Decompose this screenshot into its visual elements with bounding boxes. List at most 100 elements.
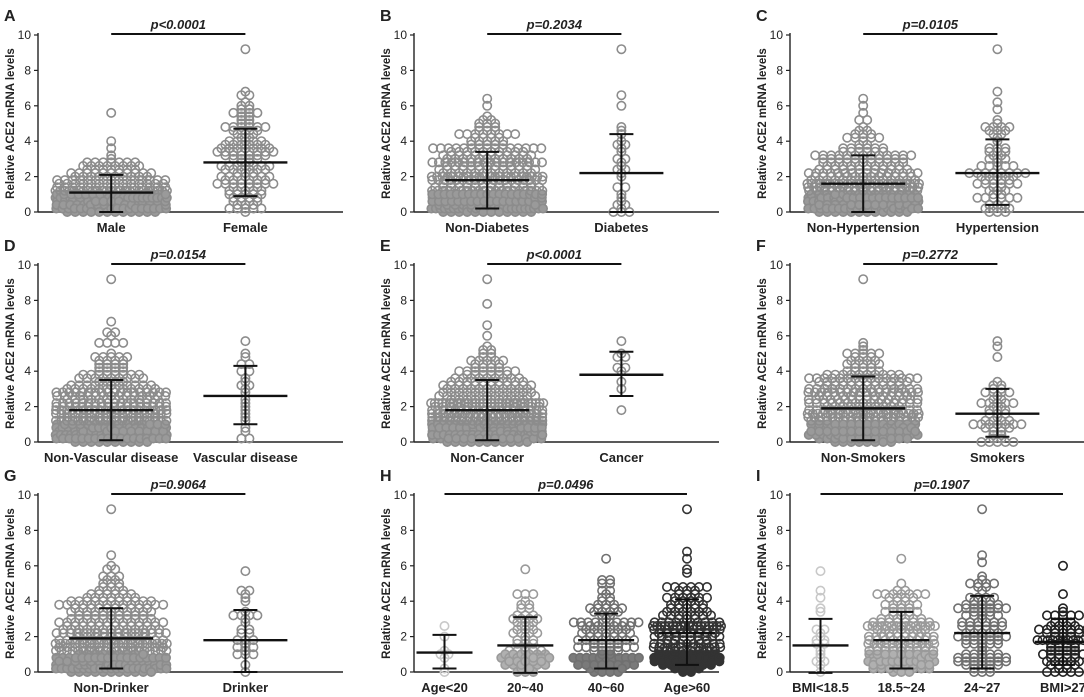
data-point [616,405,627,416]
data-point [892,617,903,628]
data-point [858,132,869,143]
data-point [880,599,891,610]
data-point [531,415,542,426]
data-point [66,168,77,179]
data-point [510,394,521,405]
y-tick-label: 0 [24,435,31,449]
data-point [906,171,917,182]
data-point [490,415,501,426]
data-point [160,175,171,186]
y-tick-label: 2 [24,170,31,184]
data-point [985,638,996,649]
data-point [150,620,161,631]
y-tick-label: 4 [776,594,783,608]
data-point [220,178,231,189]
data-point [913,408,924,419]
data-point [536,656,547,667]
data-point [585,603,596,614]
data-point [236,115,247,126]
data-point [858,122,869,133]
data-point [106,316,117,327]
category-label: Non-Cancer [450,450,524,465]
data-point [73,415,84,426]
data-point [969,603,980,614]
y-tick-label: 8 [776,523,783,537]
data-point [1037,635,1048,646]
data-point [240,336,251,347]
data-point [482,274,493,285]
data-point [84,415,95,426]
panel-label: H [380,468,392,485]
y-tick-label: 0 [776,665,783,679]
y-axis-label: Relative ACE2 mRNA levels [757,48,769,199]
group-18.5~24: 18.5~24 [862,553,940,695]
data-point [888,649,899,660]
data-point [858,274,869,285]
data-point [537,203,548,214]
data-point [892,596,903,607]
y-tick-label: 4 [24,594,31,608]
data-point [252,610,263,621]
p-value-label: p=0.0105 [902,17,959,32]
data-point [912,606,923,617]
data-point [244,118,255,129]
y-tick-label: 10 [394,258,408,272]
panel-label: F [756,238,766,255]
data-point [617,663,628,674]
data-point [530,199,541,210]
y-tick-label: 6 [776,329,783,343]
data-point [478,359,489,370]
data-point [605,645,616,656]
y-tick-label: 10 [770,28,784,42]
data-point [878,436,889,447]
data-point [701,645,712,656]
data-point [490,125,501,136]
data-point [252,107,263,118]
data-point [51,387,62,398]
data-point [920,642,931,653]
data-point [528,624,539,635]
data-point [616,336,627,347]
data-point [972,192,983,203]
data-point [74,168,85,179]
data-point [969,652,980,663]
data-point [114,581,125,592]
y-tick-label: 2 [776,170,783,184]
data-point [878,199,889,210]
data-point [803,394,814,405]
data-point [715,642,726,653]
y-tick-label: 6 [776,559,783,573]
category-label: Diabetes [594,220,648,235]
panel-F: F Relative ACE2 mRNA levels 0 2 4 6 8 10 Non-Smo… [756,238,1084,465]
data-point [161,408,172,419]
group-BMI>27: BMI>27 [1032,560,1084,695]
data-point [1058,560,1069,571]
data-point [581,659,592,670]
data-point [473,415,484,426]
panel-G: G Relative ACE2 mRNA levels 0 2 4 6 8 10 Non-Dri… [4,468,343,695]
data-point [240,596,251,607]
data-point [528,638,539,649]
data-point [697,603,708,614]
group-Non-Cancer: Non-Cancer [426,274,549,465]
data-point [900,617,911,628]
data-point [240,592,251,603]
panel-label: I [756,468,760,485]
category-label: 18.5~24 [878,680,926,695]
data-point [961,638,972,649]
panel-I: I Relative ACE2 mRNA levels 0 2 4 6 8 10 BMI<18.… [756,468,1084,695]
data-point [94,337,105,348]
data-point [474,136,485,147]
y-tick-label: 6 [776,99,783,113]
data-point [626,617,637,628]
data-point [714,638,725,649]
data-point [997,620,1008,631]
y-tick-label: 6 [400,99,407,113]
category-label: Male [97,220,126,235]
category-label: Cancer [599,450,643,465]
data-point [536,645,547,656]
data-point [896,553,907,564]
data-point [74,380,85,391]
data-point [518,376,529,387]
data-point [902,433,913,444]
